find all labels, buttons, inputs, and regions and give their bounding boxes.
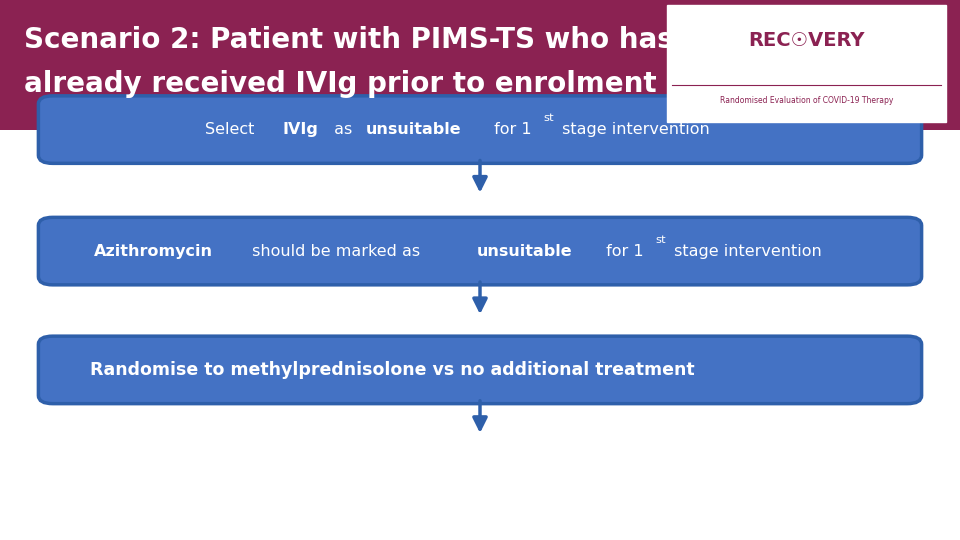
Text: st: st xyxy=(656,235,666,245)
Text: Azithromycin: Azithromycin xyxy=(94,244,212,259)
Text: for 1: for 1 xyxy=(489,122,531,137)
Text: stage intervention: stage intervention xyxy=(558,122,710,137)
Text: Scenario 2: Patient with PIMS-TS who has: Scenario 2: Patient with PIMS-TS who has xyxy=(24,26,674,55)
Text: for 1: for 1 xyxy=(601,244,643,259)
Text: should be marked as: should be marked as xyxy=(247,244,425,259)
Text: already received IVIg prior to enrolment: already received IVIg prior to enrolment xyxy=(24,70,657,98)
FancyBboxPatch shape xyxy=(38,217,922,285)
Text: unsuitable: unsuitable xyxy=(366,122,461,137)
Text: st: st xyxy=(543,113,554,124)
Text: stage intervention: stage intervention xyxy=(669,244,822,259)
Text: as: as xyxy=(328,122,357,137)
Text: Select: Select xyxy=(205,122,265,137)
FancyBboxPatch shape xyxy=(0,0,960,130)
Text: Randomised Evaluation of COVID-19 Therapy: Randomised Evaluation of COVID-19 Therap… xyxy=(720,97,893,105)
Text: IVIg: IVIg xyxy=(282,122,319,137)
Text: REC☉VERY: REC☉VERY xyxy=(748,31,865,50)
Text: Randomise to methylprednisolone vs no additional treatment: Randomise to methylprednisolone vs no ad… xyxy=(90,361,694,379)
FancyBboxPatch shape xyxy=(38,336,922,404)
FancyBboxPatch shape xyxy=(667,5,946,122)
Text: unsuitable: unsuitable xyxy=(477,244,573,259)
FancyBboxPatch shape xyxy=(38,96,922,163)
